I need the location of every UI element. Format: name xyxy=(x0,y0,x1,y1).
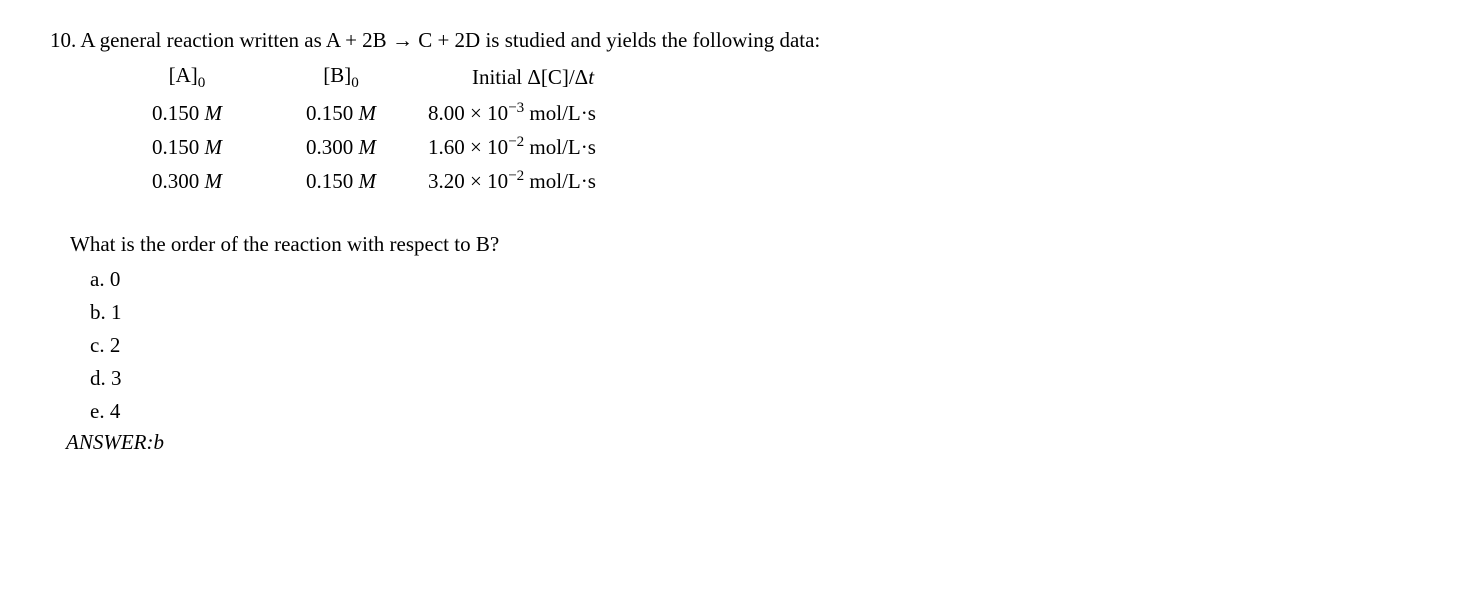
unit: mol/L·s xyxy=(524,169,596,193)
stem-text-before: A general reaction written as A + 2B xyxy=(80,28,386,52)
choice-label: c. xyxy=(90,333,105,357)
cell-c: 8.00 × 10−3 mol/L·s xyxy=(418,96,660,130)
data-table: [A]0 [B]0 Initial Δ[C]/Δt 0.150 M 0.150 … xyxy=(110,59,660,198)
val: 0.300 xyxy=(152,169,205,193)
question-number: 10. xyxy=(50,28,76,52)
col-c-label: Initial Δ[C]/Δ xyxy=(472,65,588,89)
choice-label: a. xyxy=(90,267,105,291)
choice-list: a. 0 b. 1 c. 2 d. 3 e. 4 xyxy=(90,263,1412,428)
unit: M xyxy=(359,135,377,159)
unit: M xyxy=(205,169,223,193)
choice-e: e. 4 xyxy=(90,395,1412,428)
table-row: 0.150 M 0.300 M 1.60 × 10−2 mol/L·s xyxy=(110,130,660,164)
cell-a: 0.150 M xyxy=(110,130,264,164)
choice-text: 1 xyxy=(111,300,122,324)
cell-b: 0.300 M xyxy=(264,130,418,164)
choice-text: 2 xyxy=(110,333,121,357)
choice-label: d. xyxy=(90,366,106,390)
col-a-symbol: [A] xyxy=(169,63,198,87)
question-block: 10. A general reaction written as A + 2B… xyxy=(0,0,1462,455)
question-stem: 10. A general reaction written as A + 2B… xyxy=(50,28,1412,53)
reaction-arrow: → xyxy=(392,28,413,52)
unit: mol/L·s xyxy=(524,101,596,125)
unit: mol/L·s xyxy=(524,135,596,159)
unit: M xyxy=(359,169,377,193)
exp: −3 xyxy=(508,100,524,116)
answer-label: ANSWER: xyxy=(66,430,153,454)
cell-b: 0.150 M xyxy=(264,164,418,198)
table-row: 0.150 M 0.150 M 8.00 × 10−3 mol/L·s xyxy=(110,96,660,130)
cell-a: 0.300 M xyxy=(110,164,264,198)
answer-line: ANSWER:b xyxy=(66,430,1412,455)
val: 0.150 xyxy=(152,135,205,159)
val: 0.300 xyxy=(306,135,359,159)
table-row: 0.300 M 0.150 M 3.20 × 10−2 mol/L·s xyxy=(110,164,660,198)
unit: M xyxy=(205,135,223,159)
unit: M xyxy=(359,101,377,125)
choice-text: 3 xyxy=(111,366,122,390)
choice-text: 4 xyxy=(110,399,121,423)
unit: M xyxy=(205,101,223,125)
col-header-c: Initial Δ[C]/Δt xyxy=(418,59,660,96)
choice-b: b. 1 xyxy=(90,296,1412,329)
choice-text: 0 xyxy=(110,267,121,291)
col-header-b: [B]0 xyxy=(264,59,418,96)
exp: −2 xyxy=(508,134,524,150)
choice-label: e. xyxy=(90,399,105,423)
coef: 1.60 × 10 xyxy=(428,135,508,159)
val: 0.150 xyxy=(306,169,359,193)
col-b-symbol: [B] xyxy=(323,63,351,87)
sub-question: What is the order of the reaction with r… xyxy=(70,232,1412,257)
cell-c: 1.60 × 10−2 mol/L·s xyxy=(418,130,660,164)
cell-c: 3.20 × 10−2 mol/L·s xyxy=(418,164,660,198)
choice-label: b. xyxy=(90,300,106,324)
cell-a: 0.150 M xyxy=(110,96,264,130)
col-c-t: t xyxy=(588,65,594,89)
stem-text-after: C + 2D is studied and yields the followi… xyxy=(418,28,820,52)
col-header-a: [A]0 xyxy=(110,59,264,96)
coef: 8.00 × 10 xyxy=(428,101,508,125)
exp: −2 xyxy=(508,168,524,184)
col-b-sub: 0 xyxy=(351,75,359,91)
table-header-row: [A]0 [B]0 Initial Δ[C]/Δt xyxy=(110,59,660,96)
col-a-sub: 0 xyxy=(198,75,206,91)
answer-value: b xyxy=(153,430,164,454)
coef: 3.20 × 10 xyxy=(428,169,508,193)
cell-b: 0.150 M xyxy=(264,96,418,130)
choice-c: c. 2 xyxy=(90,329,1412,362)
choice-a: a. 0 xyxy=(90,263,1412,296)
choice-d: d. 3 xyxy=(90,362,1412,395)
val: 0.150 xyxy=(306,101,359,125)
val: 0.150 xyxy=(152,101,205,125)
